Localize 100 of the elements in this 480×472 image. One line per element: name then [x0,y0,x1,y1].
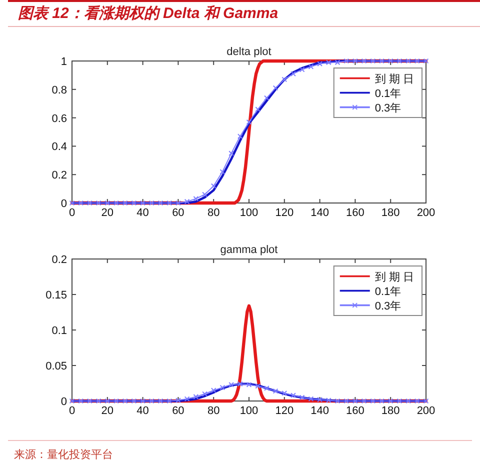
y-tick-label: 0.8 [52,84,67,96]
point [352,58,358,64]
point [344,58,350,64]
point [361,58,367,64]
x-tick-label: 60 [172,405,184,417]
point [114,200,119,206]
x-tick-label: 100 [240,405,258,417]
point [326,60,332,66]
point [140,200,146,206]
point [423,398,429,404]
chart-title: 图表 12：看涨期权的 Delta 和 Gamma [8,0,480,27]
x-tick-label: 140 [310,405,329,417]
x-tick-label: 200 [416,405,436,417]
point [255,383,261,389]
point [158,398,164,404]
x-tick-label: 160 [346,207,364,219]
point [414,398,420,404]
point [414,58,420,64]
legend-label: 0.1年 [374,88,402,100]
point [184,396,190,402]
chart-subtitle: delta plot [226,46,272,58]
y-tick-label: 0.05 [46,360,67,372]
point [388,58,394,64]
x-tick-label: 100 [240,207,258,219]
y-tick-label: 0 [60,198,67,210]
point [87,398,92,404]
point [379,398,384,404]
y-tick-label: 0.4 [52,141,67,154]
x-tick-label: 20 [101,207,114,219]
point [282,76,288,82]
point [406,58,411,64]
point [193,196,199,202]
x-tick-label: 180 [381,405,400,417]
point [228,382,234,388]
x-tick-label: 120 [275,405,294,417]
point [370,58,376,64]
x-tick-label: 40 [136,207,149,219]
point [210,388,216,394]
point [202,192,208,198]
point [184,198,190,204]
point [246,382,252,388]
legend-label: 0.3年 [374,300,402,312]
point [122,200,128,206]
point [334,60,340,66]
point [264,95,270,101]
point [237,134,243,139]
y-tick-label: 0.6 [52,112,67,125]
point [308,64,314,70]
point [148,200,154,206]
x-tick-label: 140 [310,207,329,219]
point [237,381,243,387]
y-tick-label: 0.2 [52,170,67,182]
point [255,106,261,112]
x-tick-label: 40 [136,405,149,417]
point [104,200,110,206]
legend-label: 0.3年 [374,102,402,114]
point [379,58,384,64]
point [352,398,358,404]
y-tick-label: 0.15 [46,290,67,302]
x-tick-label: 20 [101,405,114,417]
legend-label: 到 期 日 [374,271,414,284]
point [220,384,226,390]
point [158,200,164,206]
point [202,391,208,397]
point [122,398,128,404]
point [388,398,394,404]
point [299,394,305,400]
x-tick-label: 80 [207,405,220,417]
point [308,396,314,402]
point [166,398,172,404]
point [114,398,119,404]
point [370,398,376,404]
point [210,183,216,189]
x-tick-label: 160 [346,405,364,417]
point [131,398,137,404]
point [140,398,146,404]
point [326,398,332,403]
point [96,200,102,206]
x-tick-label: 120 [275,207,294,219]
source-note: 来源：量化投资平台 [8,440,472,462]
x-tick-label: 180 [381,207,400,219]
point [131,200,137,206]
y-tick-label: 0 [60,396,67,408]
point [96,398,102,404]
point [246,119,252,125]
point [290,71,296,76]
point [272,85,278,91]
chart-title: gamma plot [220,244,278,256]
point [344,398,350,404]
point [396,58,402,64]
point [272,388,278,394]
x-tick-label: 80 [207,207,220,219]
point [69,398,75,404]
x-tick-label: 0 [68,207,76,219]
y-tick-label: 0.2 [52,254,67,266]
point [299,66,305,72]
point [361,398,367,404]
point [334,398,340,404]
point [282,390,288,396]
legend-label: 0.1年 [374,286,402,298]
